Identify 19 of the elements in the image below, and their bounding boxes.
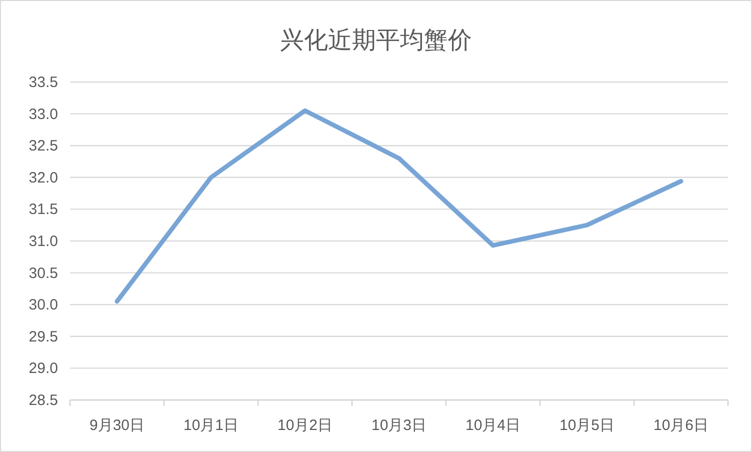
x-tick-label: 10月2日 [277, 417, 333, 434]
x-tick-label: 9月30日 [89, 417, 145, 434]
y-tick-label: 31.5 [28, 201, 58, 218]
y-tick-label: 33.0 [28, 106, 58, 123]
y-tick-label: 28.5 [28, 392, 58, 409]
y-tick-label: 29.5 [28, 328, 58, 346]
y-tick-label: 29.0 [28, 360, 58, 378]
x-tick-label: 10月1日 [183, 417, 239, 434]
y-tick-label: 31.0 [28, 233, 58, 250]
x-tick-label: 10月4日 [465, 417, 521, 434]
title: 兴化近期平均蟹价 [280, 27, 472, 54]
y-tick-label: 30.5 [28, 264, 58, 282]
x-tick-label: 10月6日 [653, 417, 709, 434]
x-tick-label: 10月5日 [559, 417, 615, 434]
y-tick-label: 33.5 [28, 74, 58, 91]
x-tick-label: 10月3日 [371, 417, 427, 434]
y-tick-label: 32.0 [28, 169, 58, 186]
y-tick-label: 30.0 [28, 296, 58, 314]
y-tick-label: 32.5 [28, 138, 58, 155]
